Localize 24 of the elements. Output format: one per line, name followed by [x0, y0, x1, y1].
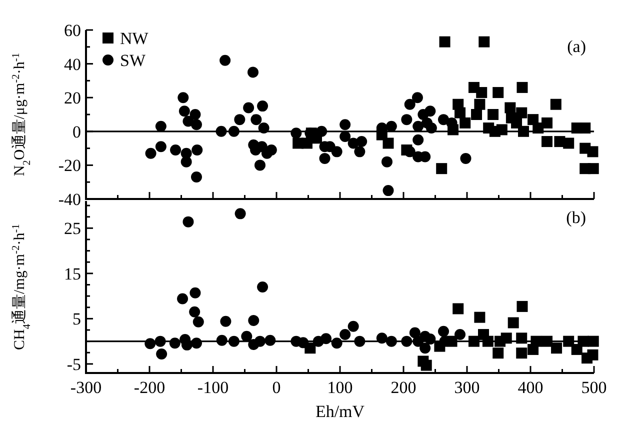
y-tick-label: -40 — [58, 190, 81, 209]
y-tick-label: 20 — [64, 88, 81, 108]
y-tick-label: 25 — [64, 219, 81, 238]
y-tick-label: -5 — [66, 354, 81, 374]
annotation: (b) — [566, 208, 586, 227]
x-tick-label: 200 — [390, 378, 416, 397]
x-tick-label: 400 — [518, 378, 544, 397]
annotation: (a) — [567, 37, 586, 56]
legend-label: SW — [120, 51, 146, 70]
x-tick-label: -300 — [70, 378, 102, 397]
x-tick-label: -200 — [134, 378, 166, 397]
y-tick-label: 0 — [72, 122, 81, 142]
y-tick-label: 60 — [64, 21, 81, 40]
x-tick-label: 500 — [581, 378, 607, 397]
x-tick-label: 100 — [327, 378, 353, 397]
y-tick-label: 5 — [72, 310, 81, 329]
x-tick-label: -100 — [197, 378, 229, 397]
y-tick-label: 15 — [64, 264, 81, 284]
y-tick-label: 40 — [64, 54, 81, 74]
legend-label: NW — [120, 29, 150, 48]
y-tick-label: -20 — [58, 156, 81, 176]
x-tick-label: 0 — [272, 378, 281, 397]
x-tick-label: 300 — [454, 378, 480, 397]
x-axis-title: Eh/mV — [315, 402, 366, 421]
